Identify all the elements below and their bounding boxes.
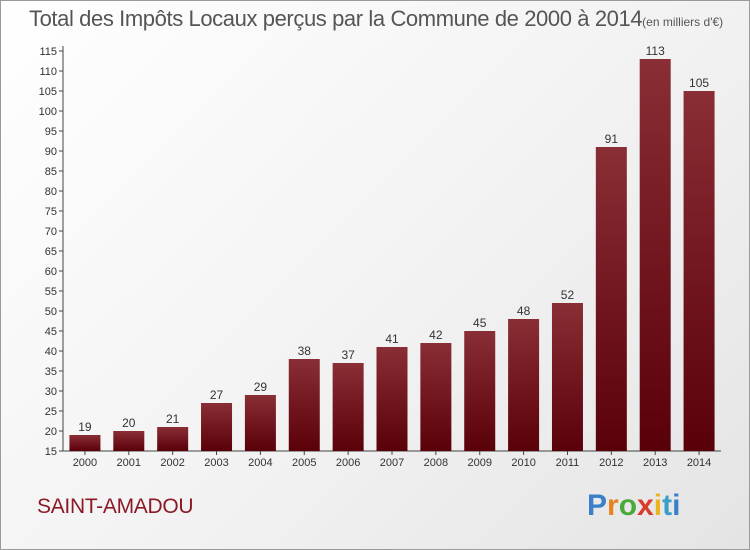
- y-tick-label: 105: [39, 86, 57, 98]
- bar-value-label: 38: [298, 344, 312, 358]
- commune-name: SAINT-AMADOU: [37, 495, 194, 518]
- bar-value-label: 37: [341, 348, 355, 362]
- y-tick-label: 45: [45, 326, 57, 338]
- y-tick-label: 115: [39, 46, 57, 58]
- y-tick-label: 110: [39, 66, 57, 78]
- bar: [508, 319, 540, 451]
- y-tick-label: 20: [45, 426, 57, 438]
- logo-letter: i: [672, 489, 681, 522]
- x-tick-label: 2001: [117, 457, 141, 469]
- bar: [332, 363, 364, 451]
- x-tick-label: 2006: [336, 457, 360, 469]
- chart-title-text: Total des Impôts Locaux perçus par la Co…: [29, 6, 643, 31]
- y-tick-label: 30: [45, 386, 57, 398]
- bar: [420, 343, 452, 451]
- bar-value-label: 52: [561, 288, 575, 302]
- x-tick-label: 2009: [467, 457, 491, 469]
- x-tick-label: 2000: [73, 457, 97, 469]
- logo-letter: P: [587, 489, 608, 522]
- bar: [69, 435, 101, 451]
- bar-value-label: 48: [517, 304, 531, 318]
- x-tick-label: 2008: [424, 457, 448, 469]
- x-tick-label: 2013: [643, 457, 667, 469]
- y-tick-label: 15: [45, 446, 57, 458]
- y-tick-label: 100: [39, 106, 57, 118]
- bar-value-label: 19: [78, 420, 92, 434]
- bar: [113, 431, 145, 451]
- chart-title-unit: (en milliers d'€): [642, 15, 724, 29]
- y-tick-label: 65: [45, 246, 57, 258]
- bar: [244, 395, 276, 451]
- y-tick-label: 90: [45, 146, 57, 158]
- bar-value-label: 27: [210, 388, 224, 402]
- x-tick-label: 2014: [687, 457, 711, 469]
- x-tick-label: 2007: [380, 457, 404, 469]
- x-tick-label: 2011: [556, 457, 580, 469]
- y-tick-label: 85: [45, 166, 57, 178]
- x-tick-label: 2004: [248, 457, 272, 469]
- chart-title: Total des Impôts Locaux perçus par la Co…: [29, 6, 723, 32]
- bar-value-label: 105: [689, 76, 709, 90]
- logo-letter: i: [653, 489, 663, 522]
- bar-value-label: 42: [429, 328, 443, 342]
- bar-value-label: 41: [385, 332, 399, 346]
- bar: [551, 303, 583, 451]
- bar-value-label: 20: [122, 416, 136, 430]
- y-tick-label: 55: [45, 286, 57, 298]
- bar: [595, 147, 627, 451]
- y-tick-label: 50: [45, 306, 57, 318]
- logo-letter: o: [618, 489, 638, 522]
- y-tick-label: 25: [45, 406, 57, 418]
- x-tick-label: 2002: [160, 457, 184, 469]
- bar: [201, 403, 233, 451]
- y-tick-label: 60: [45, 266, 57, 278]
- y-tick-label: 95: [45, 126, 57, 138]
- y-tick-label: 40: [45, 346, 57, 358]
- bar-value-label: 21: [166, 412, 180, 426]
- logo-letter: x: [637, 489, 654, 522]
- bar-value-label: 91: [605, 132, 619, 146]
- y-tick-label: 70: [45, 226, 57, 238]
- x-tick-label: 2012: [599, 457, 623, 469]
- logo-letter: t: [662, 489, 673, 522]
- bar: [639, 59, 671, 451]
- y-tick-label: 75: [45, 206, 57, 218]
- x-tick-label: 2003: [204, 457, 228, 469]
- bar-value-label: 29: [254, 380, 268, 394]
- bar: [157, 427, 189, 451]
- x-tick-label: 2005: [292, 457, 316, 469]
- bar: [376, 347, 408, 451]
- x-tick-label: 2010: [511, 457, 535, 469]
- bar-value-label: 113: [646, 44, 665, 58]
- bar: [683, 91, 715, 451]
- logo-letter: r: [607, 489, 619, 522]
- y-tick-label: 35: [45, 366, 57, 378]
- bar-value-label: 45: [473, 316, 487, 330]
- y-tick-label: 80: [45, 186, 57, 198]
- proxiti-logo: Proxiti: [587, 489, 680, 523]
- bar: [464, 331, 496, 451]
- bar: [288, 359, 320, 451]
